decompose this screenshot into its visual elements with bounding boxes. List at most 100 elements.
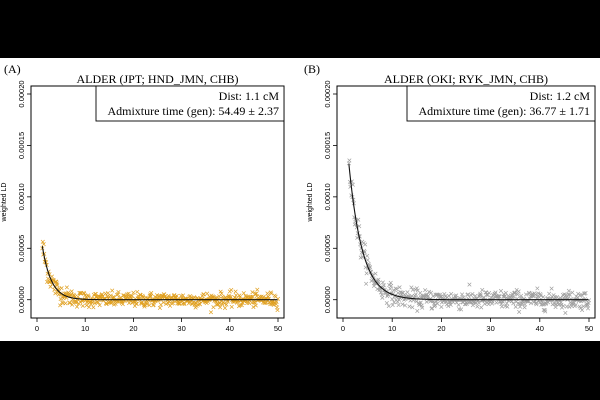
- data-point: [241, 291, 246, 296]
- data-point: [414, 299, 419, 304]
- data-point: [432, 303, 438, 308]
- legend-dist: Dist: 1.2 cM: [530, 89, 591, 103]
- data-point: [409, 285, 414, 290]
- data-point: [439, 304, 444, 309]
- data-point: [46, 276, 51, 281]
- data-point: [578, 306, 583, 311]
- data-point: [494, 300, 499, 305]
- data-points: [40, 239, 281, 315]
- data-point: [268, 290, 273, 295]
- data-points: [346, 158, 592, 315]
- data-point: [466, 299, 471, 304]
- data-point: [579, 293, 584, 298]
- data-point: [423, 288, 428, 293]
- data-point: [398, 290, 403, 295]
- data-point: [197, 302, 202, 307]
- data-point: [414, 286, 419, 291]
- fit-curve: [41, 245, 278, 301]
- data-point: [229, 287, 234, 292]
- data-point: [397, 285, 402, 290]
- data-point: [573, 302, 578, 308]
- data-point: [480, 287, 485, 292]
- y-tick-label: 0.00000: [323, 286, 332, 313]
- x-tick-label: 30: [177, 324, 185, 333]
- data-point: [541, 294, 546, 300]
- data-point: [211, 305, 216, 310]
- data-point: [465, 292, 471, 297]
- data-point: [578, 293, 583, 298]
- data-point: [75, 294, 81, 299]
- data-point: [264, 300, 269, 305]
- data-point: [373, 271, 378, 276]
- data-point: [129, 293, 135, 298]
- data-point: [499, 304, 504, 309]
- data-point: [201, 292, 206, 297]
- data-point: [426, 294, 431, 299]
- data-point: [265, 291, 270, 296]
- data-point: [234, 300, 240, 305]
- panel-label: (B): [304, 62, 320, 76]
- data-point: [219, 291, 224, 296]
- data-point: [86, 294, 91, 299]
- data-point: [417, 302, 422, 307]
- chart-panel-a: (A) ALDER (JPT; HND_JMN, CHB) 0 10 20 30 40 50 0…: [1, 62, 285, 333]
- data-point: [232, 299, 237, 304]
- data-point: [459, 307, 464, 312]
- data-point: [261, 294, 266, 300]
- data-point: [218, 305, 223, 310]
- x-tick-label: 10: [81, 324, 89, 333]
- data-point: [567, 304, 572, 309]
- data-point: [80, 303, 85, 308]
- data-point: [400, 302, 405, 307]
- x-tick-label: 0: [341, 324, 345, 333]
- x-tick-label: 50: [585, 324, 593, 333]
- data-point: [229, 304, 234, 309]
- data-point: [513, 290, 518, 295]
- data-point: [363, 242, 368, 247]
- data-point: [518, 304, 523, 309]
- data-point: [430, 294, 436, 299]
- data-point: [69, 289, 74, 294]
- data-point: [250, 290, 255, 295]
- data-point: [356, 217, 361, 222]
- data-point: [456, 302, 461, 307]
- y-tick-label: 0.00015: [17, 132, 26, 159]
- y-axis-label: weighted LD: [1, 183, 8, 223]
- y-tick-label: 0.00010: [17, 183, 26, 210]
- data-point: [104, 301, 109, 306]
- data-point: [174, 293, 179, 299]
- data-point: [53, 291, 58, 296]
- x-tick-label: 20: [129, 324, 137, 333]
- data-point: [217, 301, 222, 306]
- y-tick-label: 0.00005: [17, 235, 26, 262]
- data-point: [460, 292, 465, 297]
- data-point: [225, 299, 230, 304]
- data-point: [479, 305, 484, 310]
- data-point: [583, 291, 588, 296]
- data-point: [390, 303, 395, 308]
- x-tick-label: 40: [226, 324, 234, 333]
- data-point: [214, 302, 219, 307]
- y-tick-label: 0.00020: [323, 80, 332, 107]
- x-tick-label: 50: [274, 324, 282, 333]
- plot-title: ALDER (JPT; HND_JMN, CHB): [76, 72, 238, 86]
- data-point: [109, 301, 114, 306]
- data-point: [515, 292, 520, 297]
- chart-panel-b: (B) ALDER (OKI; RYK_JMN, CHB) 0 10 20 30 40 50 0…: [304, 62, 596, 333]
- data-point: [364, 281, 369, 286]
- x-tick-label: 30: [486, 324, 494, 333]
- data-point: [523, 292, 529, 297]
- data-point: [446, 304, 451, 309]
- data-point: [226, 293, 231, 298]
- data-point: [87, 305, 92, 310]
- legend-admixture-time: Admixture time (gen): 36.77 ± 1.71: [418, 104, 590, 118]
- data-point: [549, 286, 554, 291]
- data-point: [415, 308, 420, 313]
- data-point: [161, 300, 166, 305]
- data-point: [67, 301, 72, 306]
- data-point: [41, 242, 46, 247]
- data-point: [252, 300, 257, 305]
- data-point: [274, 299, 279, 304]
- data-point: [435, 301, 440, 306]
- y-tick-label: 0.00000: [17, 286, 26, 313]
